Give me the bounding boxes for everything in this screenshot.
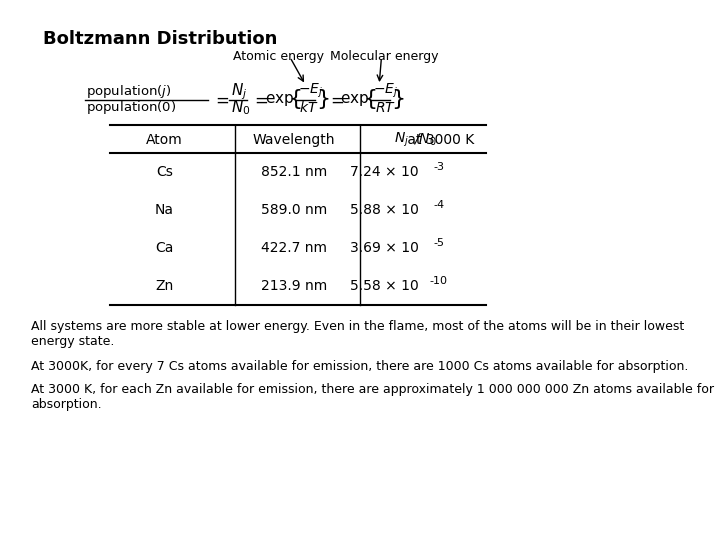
Text: -3: -3 xyxy=(433,162,444,172)
Text: $\}$: $\}$ xyxy=(391,87,404,111)
Text: -5: -5 xyxy=(433,238,444,248)
Text: Cs: Cs xyxy=(156,165,173,179)
Text: $\}$: $\}$ xyxy=(315,87,329,111)
Text: 589.0 nm: 589.0 nm xyxy=(261,203,327,217)
Text: $\mathrm{population}(j)$: $\mathrm{population}(j)$ xyxy=(86,84,171,100)
Text: $N_0$: $N_0$ xyxy=(231,99,251,117)
Text: $\mathrm{exp}$: $\mathrm{exp}$ xyxy=(265,92,294,108)
Text: at 3000 K: at 3000 K xyxy=(403,133,474,147)
Text: Zn: Zn xyxy=(156,279,174,293)
Text: $kT$: $kT$ xyxy=(300,100,319,116)
Text: $\{$: $\{$ xyxy=(288,87,302,111)
Text: 7.24 × 10: 7.24 × 10 xyxy=(351,165,419,179)
Text: $=$: $=$ xyxy=(212,91,229,109)
Text: Wavelength: Wavelength xyxy=(253,133,335,147)
Text: 3.69 × 10: 3.69 × 10 xyxy=(350,241,419,255)
Text: $\{$: $\{$ xyxy=(364,87,377,111)
Text: 5.58 × 10: 5.58 × 10 xyxy=(351,279,419,293)
Text: Na: Na xyxy=(155,203,174,217)
Text: Boltzmann Distribution: Boltzmann Distribution xyxy=(43,30,277,48)
Text: All systems are more stable at lower energy. Even in the flame, most of the atom: All systems are more stable at lower ene… xyxy=(32,320,685,348)
Text: Atomic energy: Atomic energy xyxy=(233,50,323,63)
Text: 5.88 × 10: 5.88 × 10 xyxy=(350,203,419,217)
Text: At 3000K, for every 7 Cs atoms available for emission, there are 1000 Cs atoms a: At 3000K, for every 7 Cs atoms available… xyxy=(32,360,689,373)
Text: 852.1 nm: 852.1 nm xyxy=(261,165,327,179)
Text: $RT$: $RT$ xyxy=(375,101,396,115)
Text: -10: -10 xyxy=(430,276,448,286)
Text: $=$: $=$ xyxy=(328,91,345,109)
Text: 422.7 nm: 422.7 nm xyxy=(261,241,327,255)
Text: Atom: Atom xyxy=(146,133,183,147)
Text: -4: -4 xyxy=(433,200,444,210)
Text: $=$: $=$ xyxy=(251,91,268,109)
Text: 213.9 nm: 213.9 nm xyxy=(261,279,327,293)
Text: $-E_j$: $-E_j$ xyxy=(373,82,398,100)
Text: $\mathrm{population}(0)$: $\mathrm{population}(0)$ xyxy=(86,99,176,117)
Text: $-E_j$: $-E_j$ xyxy=(297,82,323,100)
Text: $\mathrm{exp}$: $\mathrm{exp}$ xyxy=(340,92,369,108)
Text: Ca: Ca xyxy=(156,241,174,255)
Text: $N_j$: $N_j$ xyxy=(394,131,409,149)
Text: Molecular energy: Molecular energy xyxy=(330,50,438,63)
Text: /$N_0$: /$N_0$ xyxy=(413,132,436,148)
Text: $N_j$: $N_j$ xyxy=(231,82,248,102)
Text: At 3000 K, for each Zn available for emission, there are approximately 1 000 000: At 3000 K, for each Zn available for emi… xyxy=(32,383,714,411)
